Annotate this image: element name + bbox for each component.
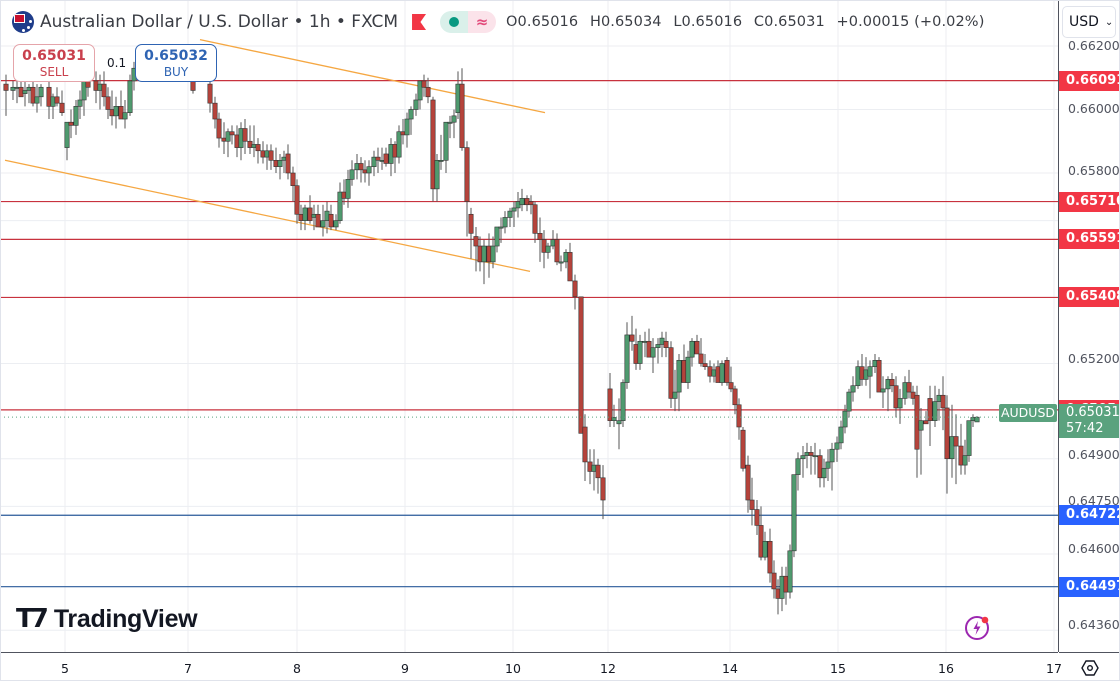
currency-value: USD: [1069, 14, 1099, 30]
sell-label: SELL: [39, 65, 69, 79]
chart-legend: Australian Dollar / U.S. Dollar • 1h • F…: [12, 8, 991, 36]
price-tick: 0.64600: [1068, 541, 1120, 556]
horizontal-levels: [0, 80, 1058, 588]
time-label: 10: [505, 661, 521, 676]
high-value: H0.65034: [589, 14, 662, 30]
candlestick-chart[interactable]: [0, 0, 1058, 652]
price-tick: 0.64750: [1068, 493, 1120, 508]
buy-label: BUY: [163, 65, 189, 79]
buy-price: 0.65032: [144, 48, 208, 64]
price-tick: 0.65800: [1068, 163, 1120, 178]
time-label: 14: [722, 661, 738, 676]
time-axis[interactable]: 5 7 8 9 10 12 14 15 16 17: [0, 652, 1062, 682]
price-tick: 0.66200: [1068, 38, 1120, 53]
lightning-alert-icon[interactable]: [964, 614, 990, 640]
current-price-tag: 0.65031 57:42: [1059, 404, 1120, 438]
trend-lines: [4, 39, 546, 273]
aud-usd-flag-icon: [12, 11, 34, 33]
logo-text: TradingView: [53, 604, 198, 633]
chevron-down-icon: ⌄: [1104, 16, 1114, 28]
close-value: C0.65031: [753, 14, 825, 30]
level-price-tag: 0.65710: [1059, 191, 1120, 212]
spread-value: 0.1: [107, 56, 127, 70]
grid-lines: [0, 0, 1058, 652]
level-price-tag: 0.64722: [1059, 505, 1120, 526]
market-open-dot-icon: [449, 17, 460, 27]
settings-hexagon-icon: [1080, 659, 1099, 676]
level-price-tag: 0.66091: [1059, 70, 1120, 91]
open-value: O0.65016: [506, 14, 579, 30]
time-label: 16: [938, 661, 954, 676]
low-value: L0.65016: [673, 14, 743, 30]
time-label: 9: [401, 661, 409, 676]
symbol-tag: AUDUSD: [999, 404, 1057, 422]
time-label: 5: [61, 661, 69, 676]
current-price: 0.65031: [1066, 405, 1120, 420]
sell-button[interactable]: 0.65031 SELL: [13, 44, 95, 82]
wave-icon: ≈: [468, 11, 497, 33]
price-tick: 0.64360: [1068, 617, 1120, 632]
level-price-tag: 0.65408: [1059, 287, 1120, 308]
tradingview-mark-icon: T7: [16, 604, 49, 634]
tradingview-logo[interactable]: T7 TradingView: [16, 604, 198, 634]
symbol-title[interactable]: Australian Dollar / U.S. Dollar • 1h • F…: [40, 12, 399, 32]
time-label: 7: [184, 661, 192, 676]
sell-price: 0.65031: [22, 48, 86, 64]
time-label: 17: [1046, 661, 1062, 676]
chart-settings-button[interactable]: [1059, 652, 1120, 682]
ohlc-values: O0.65016 H0.65034 L0.65016 C0.65031 +0.0…: [506, 14, 991, 30]
price-tick: 0.64900: [1068, 447, 1120, 462]
flag-marker-icon[interactable]: [412, 14, 427, 30]
price-tick: 0.65200: [1068, 351, 1120, 366]
change-value: +0.00015 (+0.02%): [836, 14, 985, 30]
time-label: 8: [293, 661, 301, 676]
price-tick: 0.66000: [1068, 101, 1120, 116]
currency-select[interactable]: USD ⌄: [1062, 6, 1116, 38]
buy-button[interactable]: 0.65032 BUY: [135, 44, 217, 82]
market-status-pill[interactable]: ≈: [440, 11, 497, 33]
level-price-tag: 0.64497: [1059, 576, 1120, 597]
bar-countdown: 57:42: [1066, 421, 1104, 436]
level-price-tag: 0.65591: [1059, 229, 1120, 250]
candles: [3, 61, 980, 615]
time-label: 15: [830, 661, 846, 676]
price-axis[interactable]: [1058, 0, 1120, 652]
time-label: 12: [600, 661, 616, 676]
